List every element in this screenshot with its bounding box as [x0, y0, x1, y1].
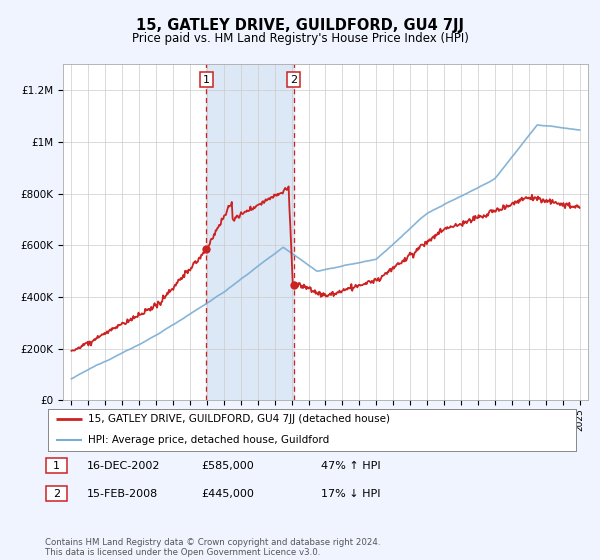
Text: 2: 2	[53, 489, 60, 499]
Text: 2: 2	[290, 74, 297, 85]
Text: £585,000: £585,000	[201, 461, 254, 471]
Text: 15, GATLEY DRIVE, GUILDFORD, GU4 7JJ (detached house): 15, GATLEY DRIVE, GUILDFORD, GU4 7JJ (de…	[88, 414, 389, 424]
Bar	[206, 64, 293, 400]
Text: 1: 1	[203, 74, 210, 85]
Text: £445,000: £445,000	[201, 489, 254, 499]
FancyBboxPatch shape	[46, 486, 67, 502]
Text: 17% ↓ HPI: 17% ↓ HPI	[321, 489, 380, 499]
Text: HPI: Average price, detached house, Guildford: HPI: Average price, detached house, Guil…	[88, 435, 329, 445]
Text: 47% ↑ HPI: 47% ↑ HPI	[321, 461, 380, 471]
Text: 16-DEC-2002: 16-DEC-2002	[87, 461, 161, 471]
Text: 15-FEB-2008: 15-FEB-2008	[87, 489, 158, 499]
Text: Contains HM Land Registry data © Crown copyright and database right 2024.
This d: Contains HM Land Registry data © Crown c…	[45, 538, 380, 557]
FancyBboxPatch shape	[46, 458, 67, 473]
Text: Price paid vs. HM Land Registry's House Price Index (HPI): Price paid vs. HM Land Registry's House …	[131, 32, 469, 45]
Text: 1: 1	[53, 461, 60, 471]
Text: 15, GATLEY DRIVE, GUILDFORD, GU4 7JJ: 15, GATLEY DRIVE, GUILDFORD, GU4 7JJ	[136, 18, 464, 34]
